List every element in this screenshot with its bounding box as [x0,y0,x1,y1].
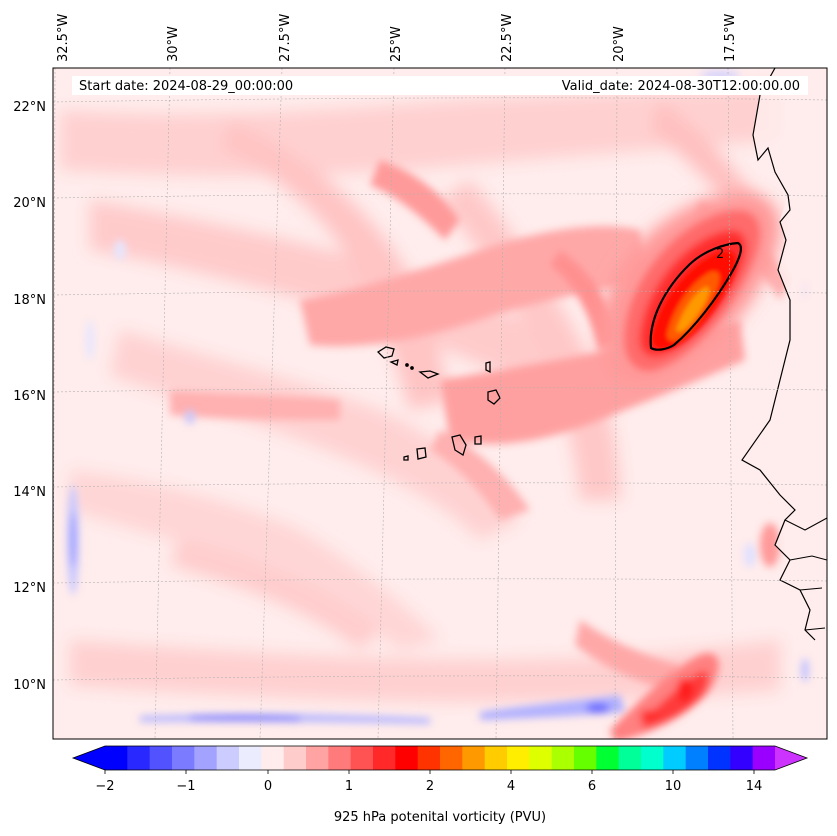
colorbar-cell [417,746,441,770]
island-santo-antao [376,346,395,359]
colorbar-cell [551,746,575,770]
island-boa-vista [487,389,501,405]
colorbar-cell [574,746,597,770]
colorbar-cell [239,746,262,770]
start-date-label: Start date: 2024-08-29_00:00:00 [79,79,293,94]
colorbar-cell [596,746,620,770]
lon-label-17-5w: 17.5°W [723,14,738,62]
colorbar-title: 925 hPa potenital vorticity (PVU) [334,810,546,825]
lat-label-22n: 22°N [13,100,46,115]
coastline [741,68,816,641]
island-sao-nicolau [418,370,440,379]
lon-label-30w: 30°W [166,26,181,62]
colorbar-tick-label: 6 [588,779,596,794]
colorbar-ticks: −2 −1 0 1 2 4 6 10 14 [95,770,762,794]
colorbar-cell [306,746,329,770]
colorbar-cell [641,746,664,770]
lat-label-14n: 14°N [13,485,46,500]
colorbar-cells [105,746,776,770]
colorbar-cell [529,746,553,770]
colorbar-tick-label: 4 [507,779,515,794]
colorbar-tick-label: 14 [746,779,763,794]
lon-label-25w: 25°W [389,26,404,62]
colorbar-cell [663,746,687,770]
colorbar-cell [484,746,508,770]
lon-label-32-5w: 32.5°W [56,14,71,62]
longitude-labels: 32.5°W 30°W 27.5°W 25°W 22.5°W 20°W 17.5… [56,14,738,62]
colorbar-tick-label: 1 [345,779,353,794]
colorbar-cell [730,746,754,770]
island-sao-vicente [389,359,399,366]
lat-label-20n: 20°N [13,196,46,211]
colorbar-tick-label: 2 [426,779,434,794]
colorbar-over-arrow [775,746,807,770]
cape-verde-islands [376,346,501,461]
colorbar-tick-label: −2 [95,779,114,794]
colorbar: −2 −1 0 1 2 4 6 10 14 925 hPa potenital … [71,745,809,825]
colorbar-cell [216,746,240,770]
island-santiago [451,434,467,457]
colorbar-cell [752,746,776,770]
lat-label-10n: 10°N [13,678,46,693]
colorbar-cell [172,746,195,770]
pv-contour-2 [649,241,742,351]
date-banner [72,76,808,95]
colorbar-cell [395,746,419,770]
island-sal [485,361,491,374]
contour-label: 2 [716,247,724,262]
colorbar-under-arrow [73,746,105,770]
gridlines [53,68,827,739]
lat-label-12n: 12°N [13,581,46,596]
colorbar-cell [440,746,463,770]
colorbar-cell [507,746,530,770]
colorbar-cell [350,746,374,770]
lon-label-22-5w: 22.5°W [500,14,515,62]
colorbar-cell [283,746,307,770]
colorbar-cell [685,746,709,770]
pv-southern-feature [610,523,780,739]
colorbar-cell [373,746,396,770]
lat-label-16n: 16°N [13,389,46,404]
pv-field: 2 [53,68,827,739]
colorbar-cell [328,746,352,770]
pv-high-core: 2 [599,192,780,388]
latitude-labels: 22°N 20°N 18°N 16°N 14°N 12°N 10°N [13,100,46,693]
map-frame [52,67,828,740]
map-panel: 2 [52,67,828,740]
valid-date-label: Valid_date: 2024-08-30T12:00:00.00 [562,79,800,94]
colorbar-tick-label: 0 [264,779,272,794]
colorbar-tick-label: −1 [176,779,195,794]
colorbar-cell [261,746,285,770]
lon-label-27-5w: 27.5°W [278,14,293,62]
colorbar-cell [105,746,128,770]
border-lines [784,517,827,631]
pv-negative-patches [67,71,809,724]
land-area-africa [742,68,827,640]
island-brava [403,455,409,461]
lon-label-20w: 20°W [612,26,627,62]
colorbar-cell [462,746,486,770]
colorbar-cell [708,746,731,770]
colorbar-cell [194,746,218,770]
island-fogo [416,447,427,460]
lat-label-18n: 18°N [13,293,46,308]
colorbar-cell [618,746,642,770]
colorbar-tick-marks [104,770,755,774]
colorbar-cell [149,746,173,770]
island-maio [474,435,482,445]
colorbar-tick-label: 10 [665,779,682,794]
colorbar-cell [127,746,151,770]
